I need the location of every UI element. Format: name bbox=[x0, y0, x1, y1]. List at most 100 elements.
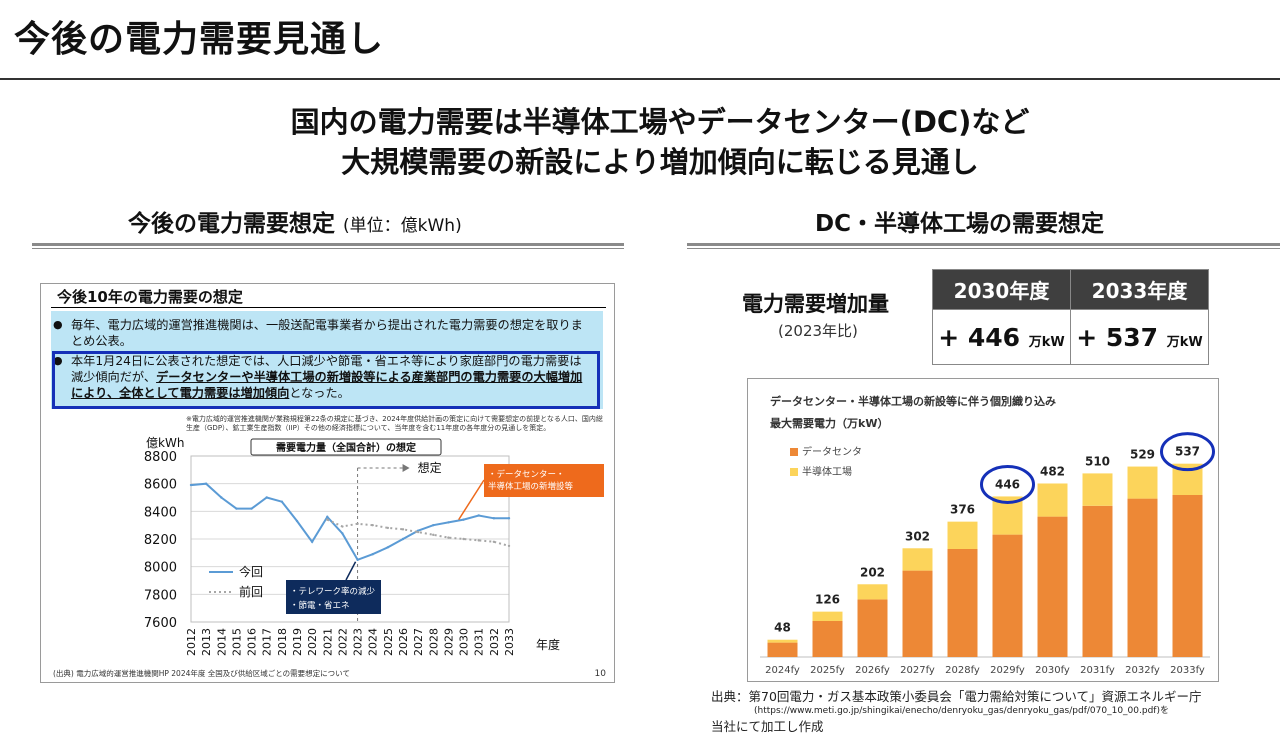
bar-semiconductor bbox=[947, 521, 978, 549]
x-tick-label: 2015 bbox=[230, 628, 243, 656]
bar-total-label: 510 bbox=[1085, 454, 1110, 468]
bullet-2-text-emphasis: データセンターや半導体工場の新増設等による産業部門の電力需要の大幅増加により、全… bbox=[71, 370, 583, 400]
annotation-orange-box bbox=[484, 464, 604, 497]
bar-semiconductor bbox=[1082, 473, 1113, 506]
line-chart-title: 需要電力量（全国合計）の想定 bbox=[276, 441, 416, 454]
series-current-point bbox=[310, 540, 314, 543]
series-current-point bbox=[280, 500, 284, 503]
bar-semiconductor bbox=[767, 639, 798, 643]
x-tick-label: 2018 bbox=[276, 628, 289, 656]
legend-dc-label: データセンタ bbox=[802, 447, 862, 458]
x-tick-label: 2033 bbox=[503, 628, 516, 656]
series-current-point bbox=[204, 482, 208, 485]
demand-forecast-panel: 今後10年の電力需要の想定 ● 毎年、電力広域的運営推進機関は、一般送配電事業者… bbox=[40, 283, 615, 683]
series-previous-point bbox=[507, 544, 511, 548]
series-previous-point bbox=[492, 540, 496, 543]
dc-bar-chart: 48 2024fy 126 2025fy 202 2026fy 302 2027fy 376 20… bbox=[760, 432, 1215, 676]
forecast-label: 想定 bbox=[418, 460, 442, 475]
bar-dc bbox=[812, 621, 843, 657]
bullet-dot-icon: ● bbox=[53, 318, 63, 331]
series-previous-point bbox=[401, 528, 405, 531]
bar-category-label: 2025fy bbox=[810, 665, 845, 676]
left-section-unit: (単位：億kWh) bbox=[343, 216, 462, 236]
plot-frame bbox=[190, 455, 510, 623]
series-previous-point bbox=[432, 533, 435, 537]
bar-total-label: 302 bbox=[905, 529, 930, 543]
series-current-point bbox=[265, 496, 268, 499]
bar-dc bbox=[992, 534, 1023, 657]
demand-increase-base: (2023年比) bbox=[778, 322, 858, 340]
series-previous-point bbox=[326, 518, 329, 521]
value-2030-prefix: + bbox=[938, 322, 960, 352]
series-previous-point bbox=[462, 537, 465, 541]
bar-chart-title: データセンター・半導体工場の新設等に伴う個別織り込み bbox=[770, 395, 1056, 408]
bar-category-label: 2024fy bbox=[765, 665, 800, 676]
series-current-point bbox=[507, 517, 511, 520]
legend-previous-label: 前回 bbox=[239, 584, 263, 599]
series-current-point bbox=[432, 523, 435, 527]
y-axis-label: 億kWh bbox=[146, 436, 184, 450]
bullet-2-text-a: 本年1月24日に公表された想定では、人口減少や節電・省エネ等により家庭部門の電力… bbox=[71, 354, 582, 384]
x-tick-label: 2012 bbox=[185, 628, 198, 656]
x-tick-label: 2016 bbox=[246, 628, 259, 656]
series-current-point bbox=[401, 537, 405, 541]
panel-title: 今後10年の電力需要の想定 bbox=[51, 286, 606, 308]
source-line-1: 出典：第70回電力・ガス基本政策小委員会「電力需給対策について」資源エネルギー庁 bbox=[711, 689, 1202, 704]
bar-dc bbox=[1172, 495, 1203, 657]
page-title: 今後の電力需要見通し bbox=[14, 19, 385, 60]
bullet-dot-icon: ● bbox=[53, 354, 63, 367]
x-tick-label: 2030 bbox=[458, 628, 471, 656]
series-current-point bbox=[447, 521, 450, 524]
bar-category-label: 2029fy bbox=[990, 665, 1025, 676]
y-tick-label: 8000 bbox=[144, 561, 177, 576]
y-tick-label: 7800 bbox=[144, 588, 177, 603]
x-tick-label: 2020 bbox=[306, 628, 319, 656]
series-current-point bbox=[189, 483, 193, 487]
x-tick-label: 2023 bbox=[352, 628, 365, 656]
panel-page-number: 10 bbox=[594, 669, 606, 679]
value-2033-unit: 万kW bbox=[1166, 334, 1203, 350]
col-2033: 2033年度 bbox=[1070, 269, 1209, 310]
legend-semi: 半導体工場 bbox=[790, 463, 852, 478]
value-2030: + 446 万kW bbox=[932, 309, 1071, 365]
bar-total-label: 48 bbox=[774, 621, 791, 635]
bar-category-label: 2028fy bbox=[945, 665, 980, 676]
series-previous-point bbox=[447, 536, 450, 539]
series-current-point bbox=[477, 514, 480, 517]
x-tick-label: 2027 bbox=[412, 628, 425, 656]
value-2030-unit: 万kW bbox=[1028, 334, 1065, 350]
x-tick-label: 2021 bbox=[321, 628, 334, 656]
x-tick-label: 2017 bbox=[261, 628, 274, 656]
line-chart-title-box bbox=[250, 438, 442, 456]
legend-current-label: 今回 bbox=[239, 564, 263, 579]
series-previous-point bbox=[477, 539, 480, 542]
right-section-rule bbox=[687, 243, 1280, 249]
bar-category-label: 2026fy bbox=[855, 665, 890, 676]
left-section-rule bbox=[32, 243, 624, 249]
legend-semi-label: 半導体工場 bbox=[802, 467, 852, 478]
forecast-arrowhead bbox=[402, 464, 410, 472]
bar-total-label: 446 bbox=[995, 477, 1020, 491]
y-tick-label: 8400 bbox=[144, 505, 177, 520]
series-previous-point bbox=[416, 530, 420, 534]
annotation-orange-leader bbox=[458, 479, 485, 521]
demand-increase-label: 電力需要増加量 bbox=[742, 292, 889, 316]
highlight-circle bbox=[980, 464, 1035, 504]
series-current-point bbox=[462, 518, 465, 521]
bar-total-label: 202 bbox=[860, 565, 885, 579]
x-axis-label: 年度 bbox=[536, 637, 560, 652]
headline-line-2: 大規模需要の新設により増加傾向に転じる見通し bbox=[341, 145, 979, 179]
bar-category-label: 2031fy bbox=[1080, 665, 1115, 676]
highlight-circle bbox=[1160, 432, 1215, 472]
y-tick-label: 8800 bbox=[144, 450, 177, 465]
bar-dc bbox=[1082, 505, 1113, 657]
x-tick-label: 2026 bbox=[397, 628, 410, 656]
headline: 国内の電力需要は半導体工場やデータセンター(DC)など 大規模需要の新設により増… bbox=[0, 102, 1280, 182]
bar-dc bbox=[902, 570, 933, 657]
series-current-point bbox=[356, 558, 359, 561]
series-current-point bbox=[341, 532, 344, 535]
series-current-point bbox=[492, 517, 496, 520]
col-2030: 2030年度 bbox=[932, 269, 1071, 310]
bar-category-label: 2032fy bbox=[1125, 665, 1160, 676]
series-current-point bbox=[326, 515, 329, 519]
